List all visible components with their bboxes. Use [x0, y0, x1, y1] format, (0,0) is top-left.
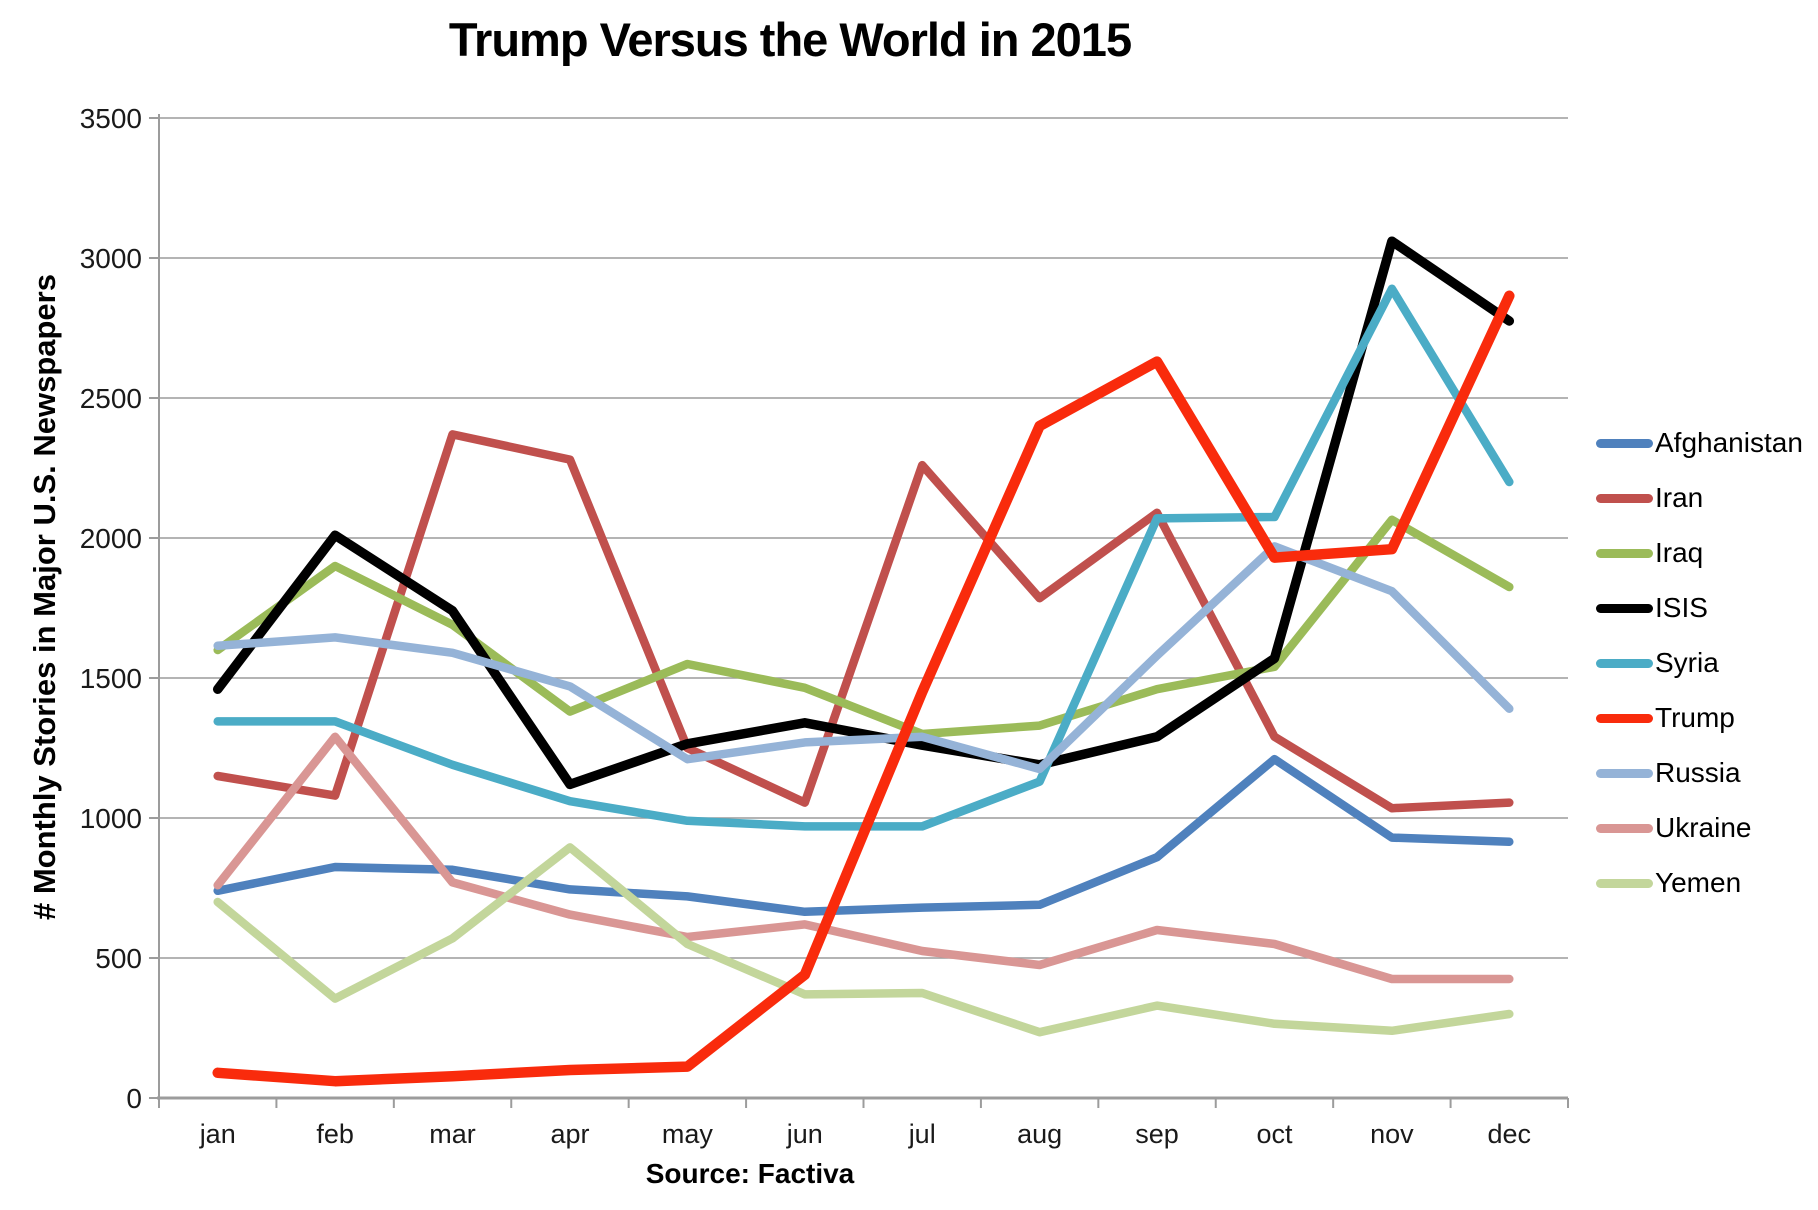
- legend-label: Ukraine: [1655, 812, 1752, 843]
- legend-item-iran: Iran: [1596, 481, 1703, 515]
- y-tick-label: 1000: [80, 803, 142, 834]
- series-line-iraq: [213, 515, 1514, 739]
- x-tick-label: sep: [1135, 1119, 1179, 1149]
- x-tick-label: jun: [786, 1119, 823, 1149]
- legend-item-isis: ISIS: [1596, 591, 1708, 625]
- legend-label: Yemen: [1655, 867, 1742, 898]
- y-tick-label: 1500: [80, 663, 142, 694]
- legend-swatch-isis: [1596, 603, 1653, 613]
- legend-item-yemen: Yemen: [1596, 866, 1741, 900]
- legend-item-iraq: Iraq: [1596, 536, 1703, 570]
- x-tick-label: nov: [1370, 1119, 1414, 1149]
- x-tick-label: apr: [550, 1119, 589, 1149]
- legend-swatch-ukraine: [1596, 823, 1653, 833]
- y-tick-label: 2000: [80, 523, 142, 554]
- legend-label: Syria: [1655, 647, 1719, 678]
- legend-item-russia: Russia: [1596, 756, 1741, 790]
- x-tick-label: jul: [908, 1119, 936, 1149]
- legend-label: Afghanistan: [1655, 427, 1803, 458]
- series-line-iran: [213, 430, 1514, 813]
- series-line-ukraine: [213, 732, 1514, 984]
- legend: Afghanistan Iran Iraq ISIS Syria Trump Russia U…: [1596, 0, 1818, 1210]
- y-tick-label: 3000: [80, 243, 142, 274]
- series-line-yemen: [213, 843, 1514, 1037]
- legend-label: ISIS: [1655, 592, 1708, 623]
- legend-swatch-afghanistan: [1596, 438, 1653, 448]
- x-tick-label: dec: [1488, 1119, 1532, 1149]
- legend-swatch-iraq: [1596, 548, 1653, 558]
- legend-label: Russia: [1655, 757, 1741, 788]
- legend-item-afghanistan: Afghanistan: [1596, 426, 1803, 460]
- y-tick-label: 0: [126, 1083, 142, 1114]
- legend-label: Iraq: [1655, 537, 1704, 568]
- legend-item-ukraine: Ukraine: [1596, 811, 1751, 845]
- y-tick-label: 500: [95, 943, 142, 974]
- series-line-isis: [212, 236, 1515, 790]
- legend-label: Trump: [1655, 702, 1735, 733]
- legend-swatch-yemen: [1596, 878, 1653, 888]
- x-tick-label: feb: [316, 1119, 354, 1149]
- legend-item-trump: Trump: [1596, 701, 1735, 735]
- x-tick-label: mar: [429, 1119, 476, 1149]
- y-tick-label: 2500: [80, 383, 142, 414]
- chart-title: Trump Versus the World in 2015: [448, 13, 1132, 66]
- legend-swatch-iran: [1596, 493, 1653, 503]
- series-line-afghanistan: [213, 754, 1514, 917]
- y-tick-label: 3500: [80, 103, 142, 134]
- legend-label: Iran: [1655, 482, 1704, 513]
- x-tick-label: may: [662, 1119, 714, 1149]
- legend-swatch-russia: [1596, 768, 1653, 778]
- x-tick-label: oct: [1256, 1119, 1293, 1149]
- legend-swatch-syria: [1596, 658, 1653, 668]
- series-line-trump: [212, 290, 1515, 1087]
- x-tick-label: jan: [199, 1119, 236, 1149]
- x-tick-label: aug: [1017, 1119, 1062, 1149]
- legend-swatch-trump: [1596, 713, 1653, 723]
- source-caption: Source: Factiva: [645, 1158, 855, 1189]
- legend-item-syria: Syria: [1596, 646, 1719, 680]
